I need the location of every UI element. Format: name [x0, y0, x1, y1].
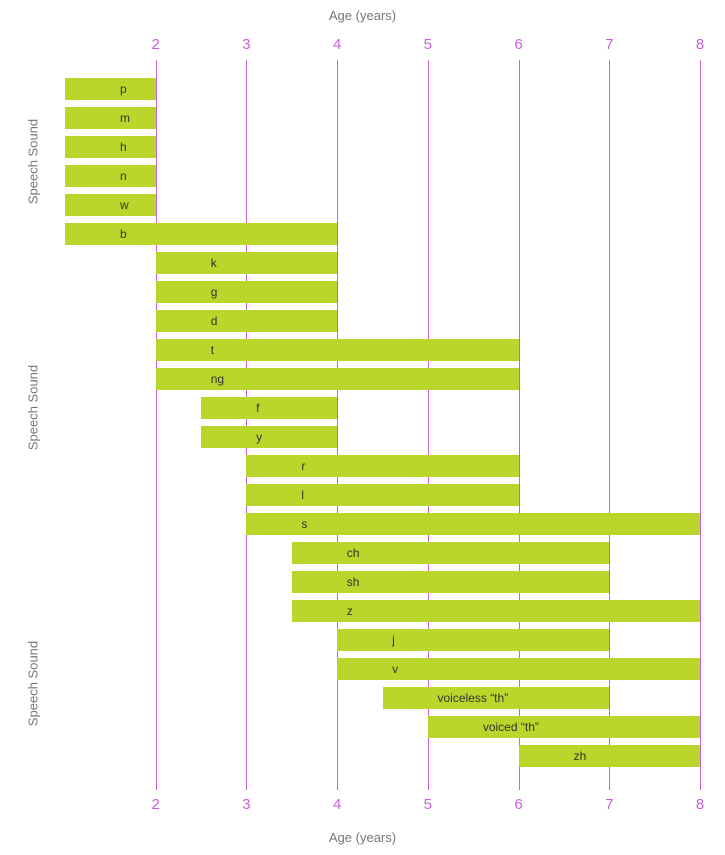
x-axis-label-top: Age (years) — [0, 8, 725, 23]
x-tick: 4 — [333, 36, 341, 53]
sound-label: j — [392, 633, 395, 647]
sound-bar: ng — [156, 368, 519, 390]
gridline — [246, 60, 247, 790]
y-axis-label: Speech Sound — [26, 628, 41, 738]
gridline — [700, 60, 701, 790]
x-tick: 2 — [152, 36, 160, 53]
gridline — [609, 60, 610, 790]
sound-bar: n — [65, 165, 156, 187]
sound-bar: sh — [292, 571, 610, 593]
x-tick: 8 — [696, 796, 704, 813]
sound-bar: b — [65, 223, 337, 245]
sound-label: w — [120, 198, 129, 212]
sound-bar: v — [337, 658, 700, 680]
sound-bar: y — [201, 426, 337, 448]
sound-label: zh — [574, 749, 587, 763]
sound-bar: h — [65, 136, 156, 158]
x-tick: 2 — [152, 796, 160, 813]
gridline — [156, 60, 157, 790]
sound-bar: t — [156, 339, 519, 361]
sound-bar: f — [201, 397, 337, 419]
sound-label: f — [256, 401, 259, 415]
sound-label: y — [256, 430, 262, 444]
gridline — [428, 60, 429, 790]
sound-label: p — [120, 82, 127, 96]
x-tick: 8 — [696, 36, 704, 53]
sound-bar: j — [337, 629, 609, 651]
sound-label: voiced “th” — [483, 720, 539, 734]
sound-label: v — [392, 662, 398, 676]
speech-sound-chart: Age (years) Age (years) 2345678 2345678 … — [0, 0, 725, 855]
sound-label: z — [347, 604, 353, 618]
sound-bar: d — [156, 310, 337, 332]
sound-label: l — [301, 488, 304, 502]
sound-label: sh — [347, 575, 360, 589]
sound-label: b — [120, 227, 127, 241]
sound-label: m — [120, 111, 130, 125]
sound-bar: z — [292, 600, 700, 622]
x-tick: 7 — [605, 796, 613, 813]
y-axis-label: Speech Sound — [26, 353, 41, 463]
sound-bar: p — [65, 78, 156, 100]
sound-label: t — [211, 343, 214, 357]
x-tick: 5 — [424, 36, 432, 53]
x-tick: 3 — [242, 796, 250, 813]
sound-bar: k — [156, 252, 337, 274]
sound-label: g — [211, 285, 218, 299]
sound-bar: ch — [292, 542, 610, 564]
sound-bar: m — [65, 107, 156, 129]
sound-label: h — [120, 140, 127, 154]
x-tick: 5 — [424, 796, 432, 813]
y-axis-label: Speech Sound — [26, 106, 41, 216]
sound-label: k — [211, 256, 217, 270]
sound-bar: r — [246, 455, 518, 477]
x-tick: 6 — [514, 796, 522, 813]
sound-label: ch — [347, 546, 360, 560]
gridline — [337, 60, 338, 790]
x-tick: 3 — [242, 36, 250, 53]
sound-bar: voiced “th” — [428, 716, 700, 738]
sound-label: r — [301, 459, 305, 473]
x-tick: 6 — [514, 36, 522, 53]
sound-bar: zh — [519, 745, 700, 767]
sound-label: s — [301, 517, 307, 531]
sound-bar: l — [246, 484, 518, 506]
sound-bar: w — [65, 194, 156, 216]
gridline — [519, 60, 520, 790]
sound-bar: s — [246, 513, 700, 535]
x-tick: 7 — [605, 36, 613, 53]
sound-label: voiceless “th” — [438, 691, 509, 705]
sound-bar: g — [156, 281, 337, 303]
sound-label: d — [211, 314, 218, 328]
x-axis-label-bottom: Age (years) — [0, 830, 725, 845]
x-tick: 4 — [333, 796, 341, 813]
sound-label: ng — [211, 372, 224, 386]
sound-bar: voiceless “th” — [383, 687, 610, 709]
sound-label: n — [120, 169, 127, 183]
